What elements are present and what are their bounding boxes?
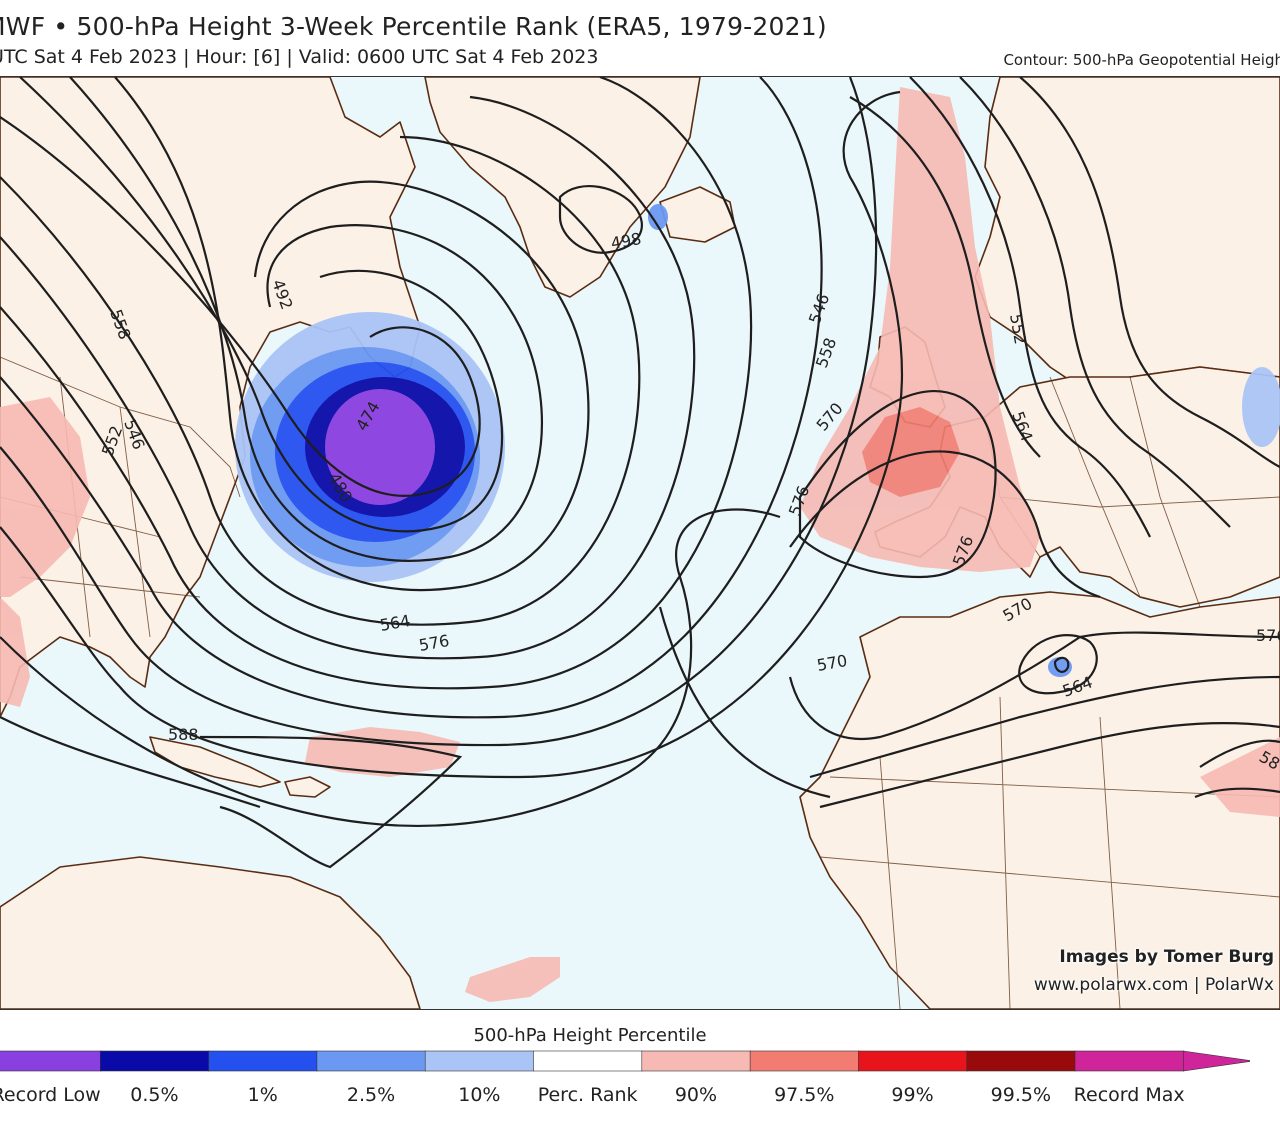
anomaly-greenland-small [648, 204, 668, 230]
anomaly-90pct-south-atlantic [465, 957, 560, 1002]
anomaly-90pct-east-africa [1200, 737, 1280, 817]
contour-description: Contour: 500-hPa Geopotential Heigh [1003, 51, 1280, 69]
valid-time-subtitle: UTC Sat 4 Feb 2023 | Hour: [6] | Valid: … [0, 46, 599, 68]
contour-line [788, 631, 1280, 740]
north-america-land [0, 77, 421, 718]
colorbar-segment [316, 1050, 426, 1072]
colorbar-segment [424, 1050, 535, 1072]
colorbar-segment [0, 1050, 102, 1072]
anomaly-97-5pct-france [862, 407, 960, 497]
land-masses [0, 77, 1280, 1009]
colorbar-segment [966, 1050, 1076, 1072]
contour-line [69, 77, 543, 562]
weather-map: 498 492 474 480 546 552 558 546 558 570 … [0, 76, 1280, 1010]
contour-line [0, 77, 878, 747]
contour-line [0, 77, 823, 719]
us-canada-border [0, 356, 241, 498]
positive-height-anomaly [0, 87, 1280, 1002]
contour-line [809, 675, 1280, 779]
contour-line [819, 721, 1280, 809]
credit-author: Images by Tomer Burg [1059, 947, 1274, 967]
map-title: MWF • 500-hPa Height 3-Week Percentile R… [0, 12, 827, 41]
contour-line [0, 716, 261, 809]
africa-land [799, 591, 1280, 1009]
colorbar-tick-label: 1% [247, 1084, 278, 1106]
anomaly-black-sea-small [1242, 367, 1280, 447]
contour-line [1199, 739, 1280, 768]
colorbar-tick-label: 2.5% [346, 1084, 396, 1106]
colorbar-tick-label: 99% [891, 1084, 934, 1106]
colorbar-tick-label: 90% [674, 1084, 718, 1106]
colorbar-segment [641, 1050, 751, 1072]
height-contours [0, 77, 1280, 869]
contour-line [199, 735, 463, 869]
colorbar-tick-label: Record Max [1073, 1084, 1185, 1106]
colorbar-segment [100, 1050, 210, 1072]
contour-line [0, 508, 781, 828]
contour-line [0, 95, 696, 660]
colorbar-tick-label: Record Low [0, 1084, 101, 1106]
contour-line [0, 77, 753, 690]
colorbar-max-arrow [1183, 1050, 1250, 1072]
anomaly-90pct-europe [800, 87, 1040, 572]
anomaly-90pct-west-us [0, 397, 90, 597]
negative-height-anomaly [235, 204, 1280, 677]
contour-label: 576 [1256, 626, 1280, 645]
colorbar-segment [208, 1050, 318, 1072]
colorbar-tick-label: 10% [458, 1084, 501, 1106]
colorbar-tick-label: 0.5% [130, 1084, 179, 1106]
colorbar-segment [533, 1050, 643, 1072]
africa-borders [819, 696, 1280, 1009]
colorbar-tick-label: Perc. Rank [537, 1084, 638, 1106]
contour-line [19, 77, 504, 533]
percentile-colorbar [0, 1050, 1250, 1072]
colorbar-segment [858, 1050, 968, 1072]
south-america-land [0, 856, 421, 1009]
contour-line [0, 135, 641, 626]
colorbar-tick-label: 99.5% [990, 1084, 1052, 1106]
contour-line [798, 389, 997, 579]
anomaly-record-low [325, 389, 435, 505]
contour-line [114, 77, 590, 592]
contour-line [959, 77, 1231, 528]
contour-line [909, 77, 1151, 538]
colorbar-segment [749, 1050, 860, 1072]
hispaniola-land [284, 776, 331, 798]
contour-line [1018, 634, 1098, 695]
contour-line [1019, 77, 1280, 468]
contour-line [658, 606, 831, 799]
colorbar-title: 500-hPa Height Percentile [473, 1025, 707, 1046]
contour-line [0, 116, 481, 497]
contour-line [1053, 656, 1070, 673]
contour-line [558, 185, 643, 254]
contour-label: 588 [168, 725, 199, 744]
colorbar-tick-label: 97.5% [774, 1084, 835, 1106]
credit-website[interactable]: www.polarwx.com | PolarWx [1033, 975, 1274, 995]
contour-line [849, 96, 1041, 458]
contour-line [0, 90, 904, 779]
contour-line [789, 450, 1101, 599]
colorbar-segment [1074, 1050, 1185, 1072]
cuba-land [149, 736, 281, 788]
contour-line [1194, 787, 1280, 799]
